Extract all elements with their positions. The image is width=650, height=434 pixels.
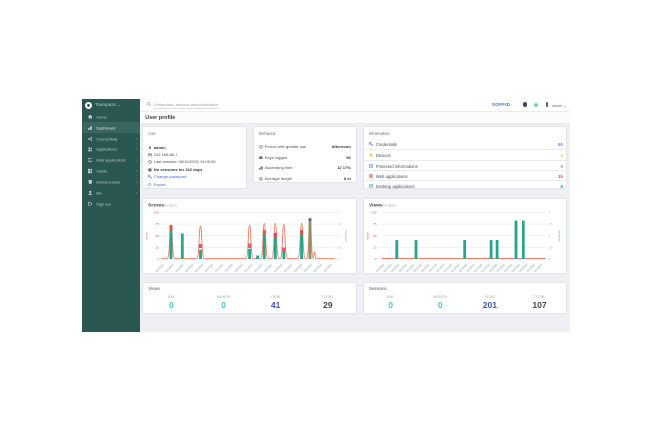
svg-text:Scores: Scores bbox=[148, 203, 164, 209]
svg-text:02/2020: 02/2020 bbox=[525, 263, 535, 273]
svg-text:sessions: sessions bbox=[344, 230, 348, 242]
svg-text:1.5: 1.5 bbox=[338, 222, 342, 226]
svg-text:0.5: 0.5 bbox=[548, 246, 552, 250]
svg-text:02/2020: 02/2020 bbox=[244, 263, 254, 273]
svg-text:02/2020: 02/2020 bbox=[214, 263, 224, 273]
svg-text:02/2020: 02/2020 bbox=[488, 263, 498, 273]
svg-text:02/2020: 02/2020 bbox=[480, 263, 490, 273]
svg-text:02/2020: 02/2020 bbox=[234, 263, 244, 273]
svg-text:02/2020: 02/2020 bbox=[254, 263, 264, 273]
svg-text:02/2020: 02/2020 bbox=[382, 263, 392, 273]
svg-text:02/2020: 02/2020 bbox=[518, 263, 528, 273]
svg-text:02/2020: 02/2020 bbox=[263, 263, 273, 273]
svg-text:25: 25 bbox=[156, 246, 160, 250]
svg-text:02/2020: 02/2020 bbox=[375, 263, 385, 273]
svg-text:0: 0 bbox=[158, 257, 160, 261]
svg-text:02/2020: 02/2020 bbox=[184, 263, 194, 273]
svg-text:02/2020: 02/2020 bbox=[473, 263, 483, 273]
svg-text:50: 50 bbox=[373, 234, 377, 238]
svg-text:02/2020: 02/2020 bbox=[435, 263, 445, 273]
svg-text:02/2020: 02/2020 bbox=[175, 263, 185, 273]
svg-text:02/2020: 02/2020 bbox=[412, 263, 422, 273]
svg-text:02/2020: 02/2020 bbox=[224, 263, 234, 273]
svg-text:02/2020: 02/2020 bbox=[510, 263, 520, 273]
svg-text:sessions: sessions bbox=[557, 230, 561, 242]
svg-text:02/2020: 02/2020 bbox=[405, 263, 415, 273]
svg-text:1: 1 bbox=[548, 234, 550, 238]
svg-text:0.5: 0.5 bbox=[338, 246, 342, 250]
svg-text:02/2020: 02/2020 bbox=[420, 263, 430, 273]
svg-text:02/2020: 02/2020 bbox=[533, 263, 543, 273]
svg-text:02/2020: 02/2020 bbox=[165, 263, 175, 273]
svg-text:2: 2 bbox=[548, 211, 550, 215]
svg-text:25: 25 bbox=[373, 246, 377, 250]
svg-text:02/2020: 02/2020 bbox=[390, 263, 400, 273]
svg-text:02/2020: 02/2020 bbox=[283, 263, 293, 273]
svg-text:02/2020: 02/2020 bbox=[495, 263, 505, 273]
svg-text:02/2020: 02/2020 bbox=[503, 263, 513, 273]
svg-text:02/2020: 02/2020 bbox=[397, 263, 407, 273]
svg-text:02/2020: 02/2020 bbox=[313, 263, 323, 273]
svg-text:75: 75 bbox=[373, 222, 377, 226]
svg-text:02/2020: 02/2020 bbox=[443, 263, 453, 273]
svg-text:75: 75 bbox=[156, 222, 160, 226]
svg-text:02/2020: 02/2020 bbox=[194, 263, 204, 273]
svg-text:1: 1 bbox=[338, 234, 340, 238]
svg-text:02/2020: 02/2020 bbox=[450, 263, 460, 273]
svg-text:02/2020: 02/2020 bbox=[293, 263, 303, 273]
svg-text:0: 0 bbox=[338, 257, 340, 261]
svg-text:score: score bbox=[145, 232, 149, 240]
svg-text:02/2020: 02/2020 bbox=[155, 263, 165, 273]
svg-text:50: 50 bbox=[156, 234, 160, 238]
svg-text:views: views bbox=[365, 232, 369, 240]
svg-text:02/2020: 02/2020 bbox=[465, 263, 475, 273]
svg-text:(in days): (in days) bbox=[164, 204, 177, 208]
svg-text:02/2020: 02/2020 bbox=[323, 263, 333, 273]
svg-text:02/2020: 02/2020 bbox=[204, 263, 214, 273]
svg-text:100: 100 bbox=[371, 211, 376, 215]
svg-text:1.5: 1.5 bbox=[548, 222, 552, 226]
svg-text:02/2020: 02/2020 bbox=[427, 263, 437, 273]
svg-text:(in days): (in days) bbox=[383, 204, 396, 208]
svg-text:2: 2 bbox=[338, 211, 340, 215]
svg-text:02/2020: 02/2020 bbox=[273, 263, 283, 273]
svg-text:02/2020: 02/2020 bbox=[458, 263, 468, 273]
svg-text:0: 0 bbox=[548, 257, 550, 261]
svg-text:Views: Views bbox=[369, 203, 383, 209]
svg-text:100: 100 bbox=[154, 211, 159, 215]
svg-text:02/2020: 02/2020 bbox=[303, 263, 313, 273]
svg-text:0: 0 bbox=[375, 257, 377, 261]
